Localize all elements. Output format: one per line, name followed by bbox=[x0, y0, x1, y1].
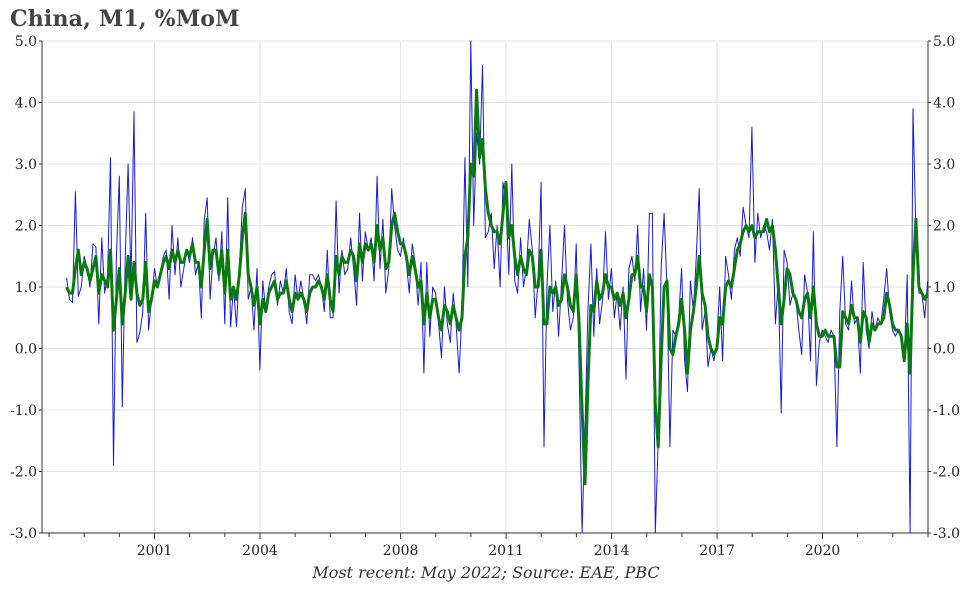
y-tick-label-left: -3.0 bbox=[10, 526, 37, 542]
y-tick-label-right: -2.0 bbox=[933, 465, 960, 481]
y-tick-label-left: -2.0 bbox=[10, 465, 37, 481]
y-tick-label-right: 1.0 bbox=[933, 280, 955, 296]
source-note: Most recent: May 2022; Source: EAE, PBC bbox=[312, 563, 660, 582]
series-line-smoothed bbox=[65, 88, 928, 486]
y-tick-label-left: -1.0 bbox=[10, 403, 37, 419]
x-tick-label: 2011 bbox=[488, 543, 524, 559]
y-tick-label-left: 2.0 bbox=[15, 219, 37, 235]
y-tick-label-right: 5.0 bbox=[933, 34, 955, 50]
y-tick-label-right: -1.0 bbox=[933, 403, 960, 419]
y-tick-label-right: 3.0 bbox=[933, 157, 955, 173]
y-tick-label-left: 5.0 bbox=[15, 34, 37, 50]
x-tick-label: 2008 bbox=[383, 543, 419, 559]
chart-title: China, M1, %MoM bbox=[10, 6, 240, 32]
x-tick-label: 2014 bbox=[594, 543, 630, 559]
x-tick-label: 2001 bbox=[137, 543, 173, 559]
y-tick-label-left: 4.0 bbox=[15, 96, 37, 112]
y-tick-label-left: 0.0 bbox=[15, 342, 37, 358]
x-tick-label: 2004 bbox=[242, 543, 278, 559]
gridlines bbox=[42, 40, 928, 534]
x-tick-label: 2017 bbox=[699, 543, 735, 559]
axes bbox=[39, 40, 931, 539]
y-tick-label-right: 0.0 bbox=[933, 342, 955, 358]
y-tick-label-left: 1.0 bbox=[15, 280, 37, 296]
series-group bbox=[65, 41, 928, 533]
x-tick-label: 2020 bbox=[805, 543, 841, 559]
y-tick-label-right: 2.0 bbox=[933, 219, 955, 235]
y-tick-label-right: -3.0 bbox=[933, 526, 960, 542]
tick-labels: 5.0 5.0 4.0 4.0 3.0 3.0 2.0 2.0 1.0 1.0 0.0 0.0 -1.0… bbox=[10, 34, 960, 559]
series-line-raw bbox=[66, 41, 928, 533]
y-tick-label-right: 4.0 bbox=[933, 96, 955, 112]
line-chart: 5.0 5.0 4.0 4.0 3.0 3.0 2.0 2.0 1.0 1.0 0.0 0.0 -1.0… bbox=[10, 34, 960, 559]
y-tick-label-left: 3.0 bbox=[15, 157, 37, 173]
